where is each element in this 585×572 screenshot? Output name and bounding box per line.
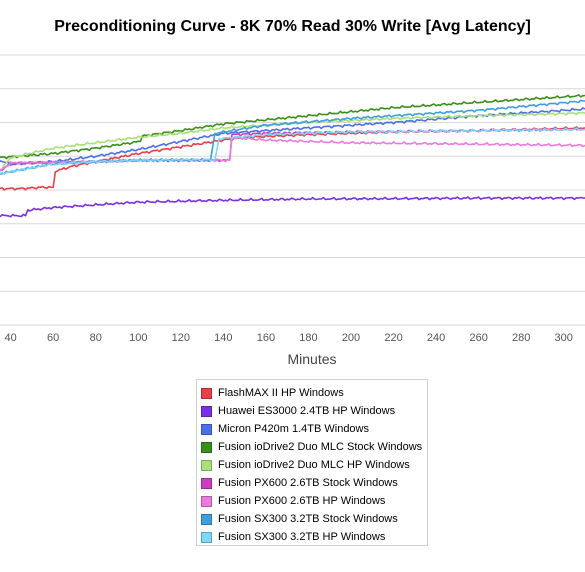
- x-tick-label: 120: [172, 332, 190, 344]
- x-tick-label: 280: [512, 332, 530, 344]
- x-tick-label: 260: [469, 332, 487, 344]
- legend-swatch: [201, 405, 212, 417]
- legend-swatch: [201, 387, 212, 399]
- x-tick-label: 100: [129, 332, 147, 344]
- legend-swatch: [201, 441, 212, 453]
- series-line: [0, 99, 585, 175]
- legend-label: Fusion PX600 2.6TB Stock Windows: [218, 477, 398, 489]
- x-tick-label: 200: [342, 332, 360, 344]
- legend-swatch: [201, 495, 212, 507]
- legend-item: Fusion PX600 2.6TB HP Windows: [201, 492, 427, 510]
- grid-lines: [0, 54, 585, 326]
- legend-swatch: [201, 477, 212, 489]
- x-tick-label: 40: [5, 332, 17, 344]
- legend-item: Huawei ES3000 2.4TB HP Windows: [201, 402, 427, 420]
- series-line: [0, 135, 585, 172]
- x-tick-label: 160: [257, 332, 275, 344]
- legend-swatch: [201, 513, 212, 525]
- x-tick-label: 180: [299, 332, 317, 344]
- x-tick-label: 60: [47, 332, 59, 344]
- legend-label: Fusion PX600 2.6TB HP Windows: [218, 495, 386, 507]
- series-line: [0, 127, 585, 175]
- legend-label: Fusion SX300 3.2TB Stock Windows: [218, 513, 398, 525]
- legend-label: Fusion SX300 3.2TB HP Windows: [218, 531, 386, 543]
- legend-item: Fusion ioDrive2 Duo MLC Stock Windows: [201, 438, 427, 456]
- series-line: [0, 94, 585, 160]
- series-lines: [0, 94, 585, 218]
- legend-swatch: [201, 423, 212, 435]
- legend-label: Fusion ioDrive2 Duo MLC HP Windows: [218, 459, 410, 471]
- x-tick-label: 80: [90, 332, 102, 344]
- series-line: [0, 126, 585, 191]
- x-tick-label: 220: [384, 332, 402, 344]
- legend-label: Huawei ES3000 2.4TB HP Windows: [218, 405, 396, 417]
- x-tick-label: 300: [555, 332, 573, 344]
- chart-legend: FlashMAX II HP Windows Huawei ES3000 2.4T…: [196, 379, 428, 546]
- legend-item: Fusion SX300 3.2TB HP Windows: [201, 528, 427, 546]
- legend-item: Fusion PX600 2.6TB Stock Windows: [201, 474, 427, 492]
- x-tick-label: 240: [427, 332, 445, 344]
- legend-label: FlashMAX II HP Windows: [218, 387, 344, 399]
- x-tick-label: 140: [214, 332, 232, 344]
- legend-swatch: [201, 531, 212, 543]
- legend-item: FlashMAX II HP Windows: [201, 384, 427, 402]
- chart-title: Preconditioning Curve - 8K 70% Read 30% …: [54, 18, 531, 35]
- legend-item: Micron P420m 1.4TB Windows: [201, 420, 427, 438]
- series-line: [0, 196, 585, 218]
- legend-item: Fusion SX300 3.2TB Stock Windows: [201, 510, 427, 528]
- legend-label: Micron P420m 1.4TB Windows: [218, 423, 369, 435]
- legend-label: Fusion ioDrive2 Duo MLC Stock Windows: [218, 441, 423, 453]
- legend-swatch: [201, 459, 212, 471]
- legend-item: Fusion ioDrive2 Duo MLC HP Windows: [201, 456, 427, 474]
- x-tick-labels: 40 60 80 100 120 140 160 180 200 220 240 260 280 300: [5, 332, 573, 344]
- x-axis-label: Minutes: [287, 351, 336, 367]
